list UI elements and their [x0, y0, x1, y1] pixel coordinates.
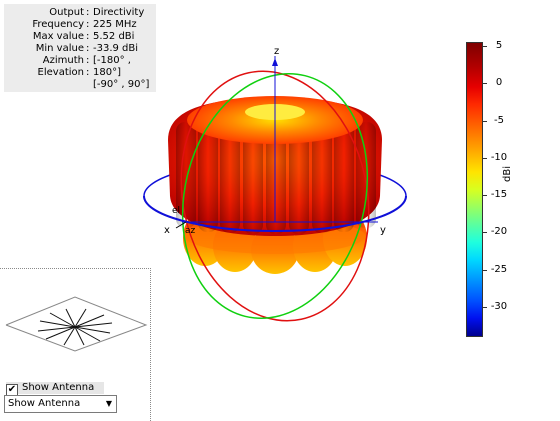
antenna-display-select[interactable]: Show Antenna ▼ — [4, 395, 117, 413]
colorbar-tick — [483, 45, 487, 47]
info-row: Azimuth: [-180° , — [4, 55, 156, 67]
info-row: Frequency:225 MHz — [4, 19, 156, 31]
info-value: -33.9 dBi — [93, 43, 139, 54]
elevation-ring-red — [180, 70, 370, 322]
radiation-pattern-3d-plot[interactable]: z x y el az — [0, 0, 460, 330]
colorbar-tick — [483, 83, 487, 85]
colorbar-tick-label: -20 — [490, 226, 508, 238]
elevation-ring-green — [181, 72, 369, 320]
colorbar-tick — [483, 307, 487, 309]
info-row: [-90° , 90°] — [4, 79, 156, 91]
colorbar-tick-label: -10 — [490, 151, 508, 163]
info-key: Frequency — [32, 19, 84, 30]
x-axis-label: x — [164, 225, 170, 236]
colorbar-tick-label: 5 — [495, 39, 503, 51]
z-axis-label: z — [274, 46, 279, 57]
info-separator: : — [86, 31, 90, 42]
info-key: Output — [49, 7, 84, 18]
info-key: Elevation — [37, 67, 84, 78]
colorbar-unit-label: dBi — [502, 166, 513, 182]
colorbar-tick-label: -25 — [490, 263, 508, 275]
pattern-ribs — [176, 114, 376, 234]
info-value: [-90° , 90°] — [93, 79, 150, 90]
show-antenna-checkbox-row[interactable]: ✔ Show Antenna — [6, 382, 105, 396]
azimuth-axis-label: az — [185, 226, 196, 236]
azimuth-ring-front — [143, 195, 407, 232]
pattern-info-panel: Output: Directivity Frequency:225 MHz Max v… — [4, 4, 156, 92]
info-key: Max value — [32, 31, 84, 42]
colorbar-tick-label: 0 — [495, 77, 503, 89]
colorbar-tick — [483, 157, 487, 159]
antenna-geometry-icon — [5, 296, 148, 352]
antenna-preview-panel — [0, 268, 151, 421]
info-value: 180°] — [93, 67, 121, 78]
colorbar-tick-label: -15 — [490, 189, 508, 201]
colorbar-tick — [483, 195, 487, 197]
info-key: Min value — [35, 43, 84, 54]
info-value: 225 MHz — [93, 19, 137, 30]
colorbar-tick-label: -30 — [490, 301, 508, 313]
y-axis-label: y — [380, 225, 386, 236]
info-value: Directivity — [93, 7, 145, 18]
elevation-axis-label: el — [172, 206, 180, 216]
antenna-display-select-value: Show Antenna — [8, 398, 81, 409]
info-separator: : — [86, 55, 90, 66]
info-row: Max value:5.52 dBi — [4, 31, 156, 43]
info-row: Output: Directivity — [4, 7, 156, 19]
info-row: Elevation:180°] — [4, 67, 156, 79]
colorbar-tick — [483, 232, 487, 234]
z-axis-arrow — [272, 58, 278, 66]
colorbar-tick-label: -5 — [494, 114, 504, 126]
info-key: Azimuth — [42, 55, 84, 66]
show-antenna-label: Show Antenna — [22, 382, 95, 393]
info-separator: : — [86, 19, 90, 30]
colorbar-tick — [483, 269, 487, 271]
info-separator: : — [86, 67, 90, 78]
info-separator: : — [86, 7, 90, 18]
chevron-down-icon: ▼ — [105, 399, 112, 408]
info-row: Min value: -33.9 dBi — [4, 43, 156, 55]
colorbar-tick — [483, 120, 487, 122]
info-value: [-180° , — [93, 55, 131, 66]
info-value: 5.52 dBi — [93, 31, 135, 42]
colorbar — [466, 42, 483, 337]
info-separator: : — [86, 43, 90, 54]
x-axis-stub — [175, 221, 187, 229]
